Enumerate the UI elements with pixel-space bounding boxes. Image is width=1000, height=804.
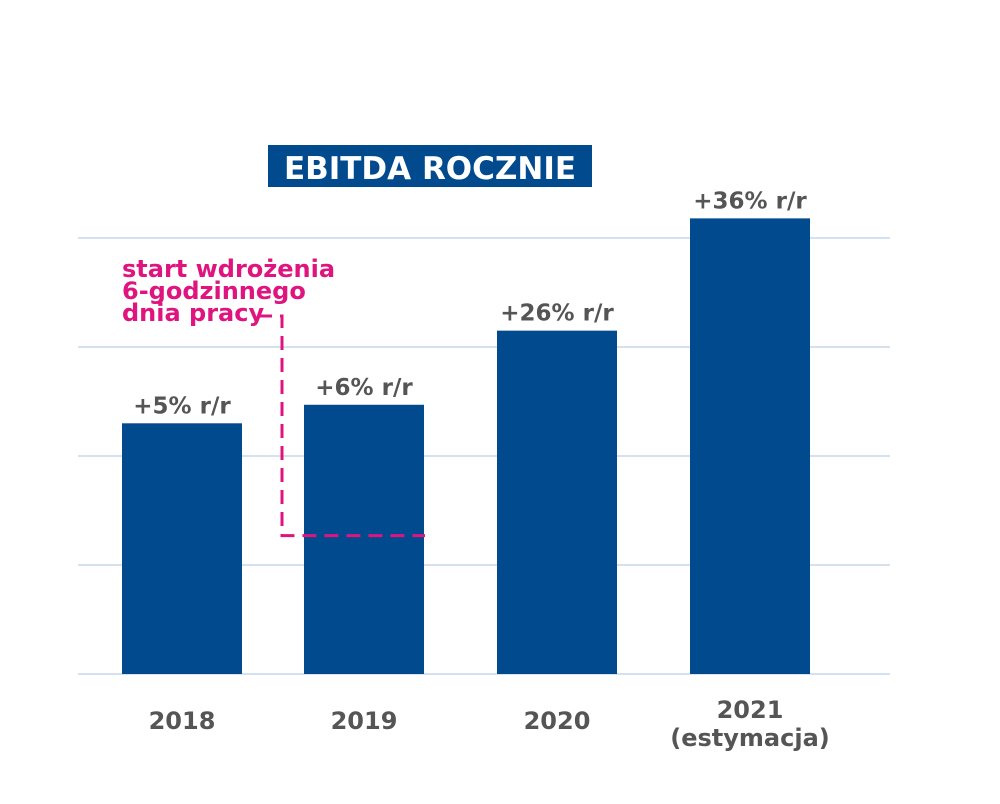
bar <box>690 218 810 674</box>
x-tick-label: 2019 <box>331 707 398 735</box>
x-tick-label: 2020 <box>524 707 591 735</box>
chart-title-group: EBITDA ROCZNIE <box>268 145 592 187</box>
annotation: start wdrożenia 6-godzinnego dnia pracy <box>122 255 425 538</box>
data-label: +6% r/r <box>315 375 413 401</box>
bar <box>304 404 424 674</box>
bars <box>122 218 810 674</box>
annotation-dashed-line <box>258 314 425 538</box>
data-labels: +5% r/r +6% r/r +26% r/r +36% r/r <box>133 188 807 419</box>
x-tick-label: 2018 <box>149 707 216 735</box>
bar <box>122 423 242 674</box>
data-label: +36% r/r <box>693 188 807 214</box>
x-tick-label: 2021 (estymacja) <box>670 696 829 752</box>
data-label: +5% r/r <box>133 393 231 419</box>
chart-title-background <box>268 145 592 187</box>
annotation-text: start wdrożenia 6-godzinnego dnia pracy <box>122 255 335 327</box>
data-label: +26% r/r <box>500 301 614 327</box>
chart-title: EBITDA ROCZNIE <box>284 151 576 187</box>
x-axis-tick-labels: 2018 2019 2020 2021 (estymacja) <box>149 696 830 752</box>
bar <box>497 330 617 674</box>
